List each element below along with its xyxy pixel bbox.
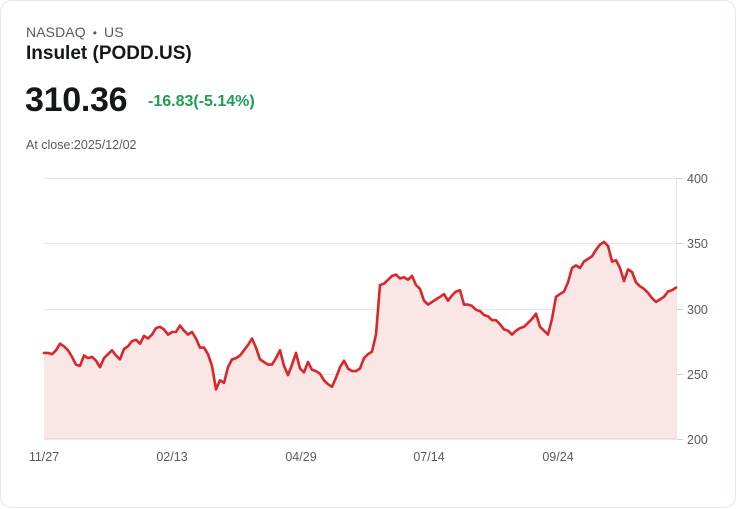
price-line bbox=[42, 240, 678, 391]
exchange-name: NASDAQ bbox=[26, 24, 86, 40]
y-tick-label: 300 bbox=[687, 303, 708, 317]
x-tick-label: 09/24 bbox=[542, 450, 573, 464]
separator-dot: • bbox=[92, 26, 98, 40]
x-axis-ticks: 11/27 02/13 04/29 07/14 09/24 bbox=[29, 450, 574, 464]
y-tick-label: 350 bbox=[687, 237, 708, 251]
exchange-line: NASDAQ • US bbox=[26, 24, 124, 40]
price-area-fill bbox=[44, 241, 676, 439]
x-tick-label: 04/29 bbox=[285, 450, 316, 464]
x-tick-label: 02/13 bbox=[156, 450, 187, 464]
stock-title: Insulet (PODD.US) bbox=[26, 43, 192, 64]
y-tick-label: 250 bbox=[687, 368, 708, 382]
y-axis-ticks: 400 350 300 250 200 bbox=[677, 172, 708, 447]
price-change: -16.83(-5.14%) bbox=[148, 93, 255, 110]
x-tick-label: 07/14 bbox=[413, 450, 444, 464]
last-price: 310.36 bbox=[25, 81, 128, 119]
y-tick-label: 400 bbox=[687, 172, 708, 186]
country-code: US bbox=[104, 24, 124, 40]
close-timestamp: At close:2025/12/02 bbox=[26, 138, 137, 152]
y-tick-label: 200 bbox=[687, 433, 708, 447]
x-tick-label: 11/27 bbox=[29, 450, 59, 464]
